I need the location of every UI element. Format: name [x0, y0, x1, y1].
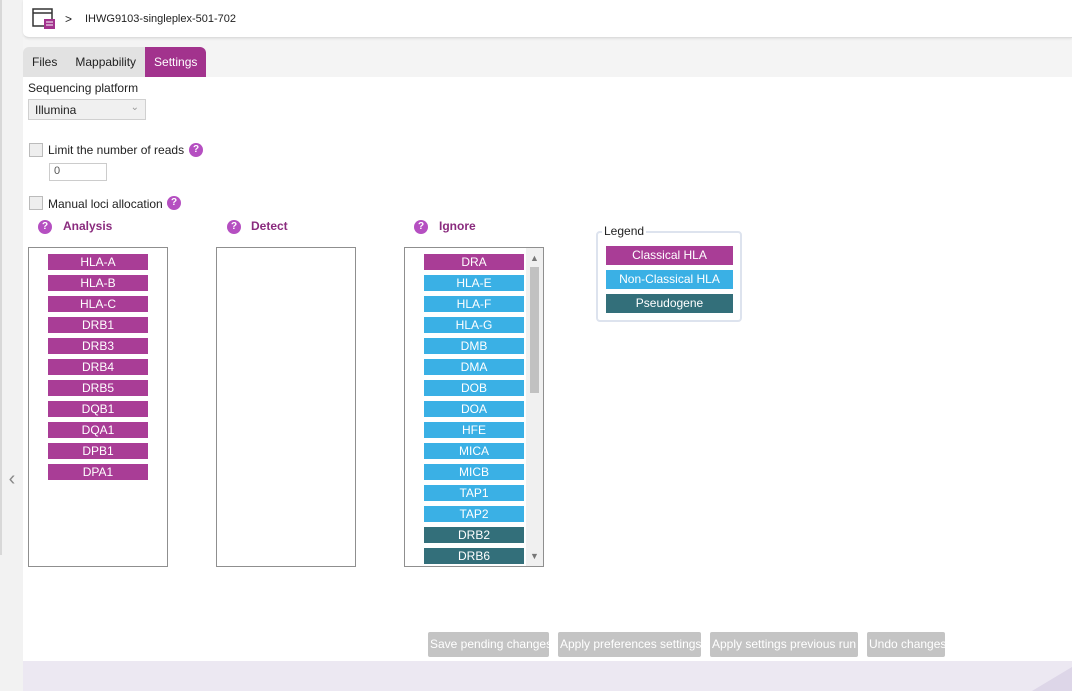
manual-loci-checkbox[interactable]	[29, 196, 43, 210]
manual-loci-label: Manual loci allocation	[48, 197, 163, 211]
tab-bar: Files Mappability Settings	[23, 47, 207, 77]
rail-divider	[0, 0, 2, 555]
locus-item[interactable]: DRA	[424, 254, 524, 270]
left-rail: ‹	[0, 0, 23, 691]
breadcrumb-separator: >	[65, 12, 73, 26]
apply-preferences-button[interactable]: Apply preferences settings	[558, 632, 701, 657]
window-panel-icon	[32, 8, 55, 29]
question-circle-icon[interactable]: ?	[167, 196, 181, 210]
locus-item[interactable]: DRB2	[424, 527, 524, 543]
analysis-title: Analysis	[63, 219, 113, 233]
locus-item[interactable]: HLA-A	[48, 254, 148, 270]
chevron-down-icon: ⌄	[130, 102, 139, 113]
locus-item[interactable]: HLA-E	[424, 275, 524, 291]
tab-mappability[interactable]: Mappability	[66, 47, 146, 77]
locus-item[interactable]: DPA1	[48, 464, 148, 480]
legend-classical: Classical HLA	[606, 246, 733, 265]
chevron-down-icon[interactable]: ▼	[530, 551, 539, 561]
legend-title: Legend	[602, 224, 647, 238]
detect-title: Detect	[251, 219, 288, 233]
question-circle-icon[interactable]: ?	[227, 220, 241, 234]
locus-item[interactable]: HLA-G	[424, 317, 524, 333]
question-circle-icon[interactable]: ?	[38, 220, 52, 234]
undo-changes-button[interactable]: Undo changes	[867, 632, 946, 657]
platform-select-value: Illumina	[35, 103, 77, 117]
tab-settings[interactable]: Settings	[145, 47, 207, 77]
save-changes-button[interactable]: Save pending changes	[428, 632, 552, 657]
locus-item[interactable]: DQB1	[48, 401, 148, 417]
locus-item[interactable]: DOA	[424, 401, 524, 417]
locus-item[interactable]: DOB	[424, 380, 524, 396]
detect-list[interactable]	[216, 247, 356, 567]
locus-item[interactable]: DRB3	[48, 338, 148, 354]
locus-item[interactable]: MICA	[424, 443, 524, 459]
apply-previous-run-button[interactable]: Apply settings previous run	[710, 632, 858, 657]
locus-item[interactable]: HFE	[424, 422, 524, 438]
reads-limit-input[interactable]: 0	[49, 163, 107, 181]
chevron-left-icon[interactable]: ‹	[8, 468, 16, 490]
locus-item[interactable]: DMB	[424, 338, 524, 354]
scrollbar-thumb[interactable]	[530, 267, 539, 393]
locus-item[interactable]: HLA-C	[48, 296, 148, 312]
legend-nonclassical: Non-Classical HLA	[606, 270, 733, 289]
question-circle-icon[interactable]: ?	[189, 143, 203, 157]
locus-item[interactable]: DPB1	[48, 443, 148, 459]
locus-item[interactable]: DMA	[424, 359, 524, 375]
locus-item[interactable]: DRB4	[48, 359, 148, 375]
locus-item[interactable]: HLA-F	[424, 296, 524, 312]
locus-item[interactable]: DRB6	[424, 548, 524, 564]
question-circle-icon[interactable]: ?	[414, 220, 428, 234]
ignore-title: Ignore	[439, 219, 476, 233]
locus-item[interactable]: DQA1	[48, 422, 148, 438]
tab-files[interactable]: Files	[23, 47, 67, 77]
locus-item[interactable]: DRB5	[48, 380, 148, 396]
analysis-list[interactable]: DPA1 DPB1 DQA1 DQB1 DRB5 DRB4 DRB3 DRB1 HLA-C HLA…	[28, 247, 168, 567]
locus-item[interactable]: TAP1	[424, 485, 524, 501]
footer-band	[23, 661, 1072, 691]
locus-item[interactable]: TAP2	[424, 506, 524, 522]
chevron-up-icon[interactable]: ▲	[530, 253, 539, 263]
ignore-list[interactable]: DRB6 DRB2 TAP2 TAP1 MICB MICA HFE DOA DOB DMA DMB H…	[404, 247, 544, 567]
platform-label: Sequencing platform	[28, 81, 139, 95]
resize-corner	[1032, 667, 1072, 691]
locus-item[interactable]: MICB	[424, 464, 524, 480]
legend-box: Legend Classical HLA Non-Classical HLA P…	[596, 224, 742, 322]
locus-item[interactable]: HLA-B	[48, 275, 148, 291]
limit-reads-checkbox[interactable]	[29, 143, 43, 157]
settings-panel: Sequencing platform Illumina ⌄ Limit the…	[23, 77, 1072, 661]
ignore-scrollbar[interactable]: ▲ ▼	[526, 248, 543, 566]
project-name: IHWG9103-singleplex-501-702	[85, 13, 237, 25]
locus-item[interactable]: DRB1	[48, 317, 148, 333]
limit-reads-label: Limit the number of reads	[48, 143, 185, 157]
platform-select[interactable]: Illumina ⌄	[28, 99, 146, 120]
legend-pseudogene: Pseudogene	[606, 294, 733, 313]
header-bar: > IHWG9103-singleplex-501-702	[23, 0, 1072, 38]
